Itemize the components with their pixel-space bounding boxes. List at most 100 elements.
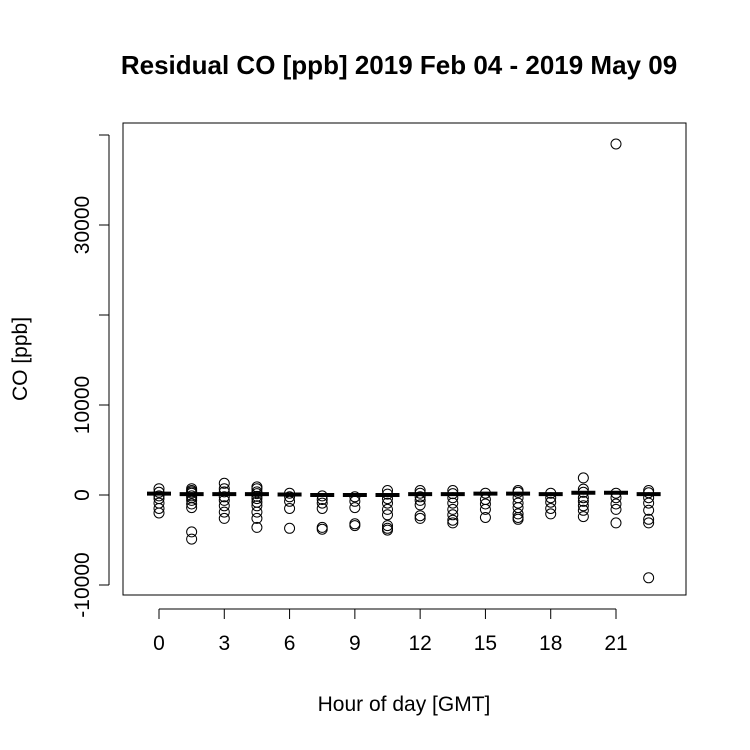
outlier-point: [218, 506, 230, 518]
box-group: [408, 485, 433, 524]
outlier-point: [218, 500, 230, 512]
outlier-point: [643, 517, 655, 529]
box-group: [440, 485, 465, 529]
outlier-point: [382, 485, 393, 496]
box-group: [244, 481, 269, 533]
outlier-point: [414, 494, 426, 506]
outlier-point: [643, 572, 655, 584]
outlier-point: [447, 488, 459, 500]
outlier-point: [545, 503, 557, 514]
outlier-point: [643, 497, 655, 509]
box-series: [147, 138, 661, 584]
outlier-point: [153, 486, 165, 498]
outlier-point: [251, 506, 263, 518]
outlier-point: [186, 494, 198, 506]
outlier-point: [218, 486, 230, 498]
outlier-point: [186, 487, 198, 499]
outlier-point: [251, 500, 263, 512]
outlier-point: [382, 497, 393, 509]
outlier-point: [382, 524, 393, 536]
outlier-point: [610, 498, 622, 510]
outlier-point: [284, 522, 296, 534]
outlier-point: [251, 488, 263, 500]
box-group: [538, 487, 563, 520]
plot-frame: [122, 122, 687, 596]
outlier-point: [512, 502, 524, 514]
outlier-point: [512, 486, 524, 498]
outlier-point: [316, 503, 328, 514]
outlier-point: [479, 503, 491, 515]
box-group: [277, 487, 302, 534]
outlier-point: [447, 514, 459, 526]
outlier-point: [512, 508, 524, 520]
outlier-point: [610, 138, 622, 150]
outlier-point: [218, 477, 230, 489]
outlier-point: [610, 503, 622, 515]
outlier-point: [186, 526, 198, 538]
outlier-point: [218, 494, 230, 506]
outlier-point: [218, 512, 230, 524]
outlier-point: [349, 502, 361, 514]
outlier-point: [545, 508, 557, 520]
outlier-point: [153, 507, 165, 519]
outlier-point: [349, 491, 361, 503]
box-group: [636, 485, 661, 584]
outlier-point: [512, 497, 524, 509]
outlier-point: [382, 503, 393, 515]
box-group: [147, 483, 171, 519]
outlier-point: [251, 521, 263, 533]
outlier-point: [577, 492, 589, 504]
outlier-point: [447, 497, 459, 509]
outlier-point: [218, 491, 230, 503]
outlier-point: [447, 485, 459, 496]
x-axis-label: Hour of day [GMT]: [318, 693, 491, 716]
outlier-point: [512, 513, 524, 525]
outlier-point: [414, 499, 426, 511]
x-tick-label: 6: [284, 632, 296, 655]
outlier-point: [545, 496, 557, 508]
outlier-point: [643, 513, 655, 525]
outlier-point: [447, 509, 459, 521]
x-tick-label: 3: [218, 632, 230, 655]
outlier-point: [545, 492, 557, 504]
outlier-point: [284, 491, 296, 503]
x-axis: 0 3 6 9 12 15 18 21: [153, 608, 628, 655]
box-group: [375, 485, 400, 536]
outlier-point: [643, 492, 655, 504]
outlier-point: [251, 512, 263, 524]
chart-title: Residual CO [ppb] 2019 Feb 04 - 2019 May…: [121, 50, 677, 80]
outlier-point: [414, 510, 426, 522]
outlier-point: [447, 492, 459, 504]
outlier-point: [577, 486, 589, 498]
outlier-point: [284, 503, 296, 514]
outlier-point: [414, 491, 426, 503]
outlier-point: [349, 520, 361, 532]
outlier-point: [414, 512, 426, 524]
box-group: [212, 477, 237, 524]
x-tick-label: 9: [349, 632, 361, 655]
outlier-point: [643, 504, 655, 516]
outlier-point: [447, 503, 459, 515]
outlier-point: [316, 523, 328, 535]
outlier-point: [577, 472, 589, 484]
outlier-point: [577, 495, 589, 507]
outlier-point: [316, 497, 328, 509]
outlier-point: [545, 487, 557, 499]
outlier-point: [382, 493, 393, 505]
outlier-point: [479, 512, 491, 523]
outlier-point: [186, 533, 198, 545]
outlier-point: [382, 488, 393, 500]
box-group: [604, 138, 628, 529]
outlier-point: [153, 503, 165, 514]
outlier-point: [447, 517, 459, 529]
y-axis-label: CO [ppb]: [9, 317, 32, 401]
outlier-point: [577, 504, 589, 516]
x-tick-label: 15: [474, 632, 497, 655]
outlier-point: [610, 492, 622, 504]
outlier-point: [610, 487, 622, 499]
outlier-point: [251, 493, 263, 505]
x-tick-label: 18: [539, 632, 562, 655]
outlier-point: [382, 520, 393, 532]
y-tick-label: 0: [71, 489, 94, 501]
